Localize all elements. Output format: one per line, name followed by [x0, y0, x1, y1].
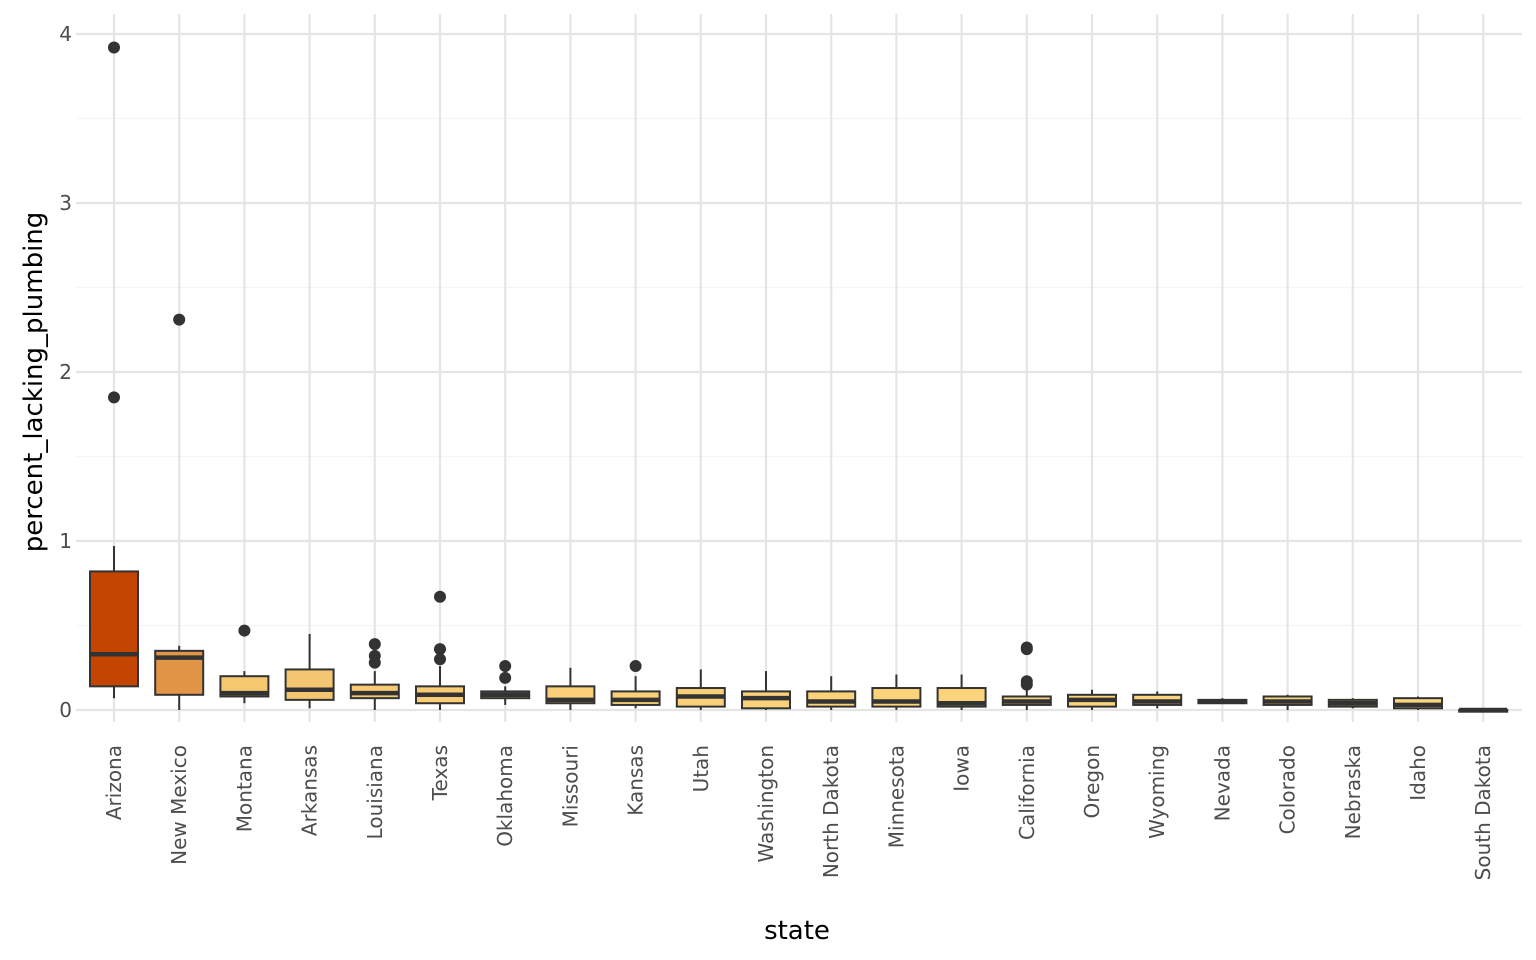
outlier-point: [434, 590, 446, 603]
box-oklahoma: [480, 660, 531, 705]
box-nebraska: [1327, 698, 1378, 709]
box-south-dakota: [1458, 707, 1509, 713]
outlier-point: [499, 671, 512, 684]
x-tick-label: Louisiana: [363, 745, 387, 839]
outlier-point: [108, 391, 120, 404]
y-tick-label: 3: [59, 191, 72, 215]
x-tick-label: California: [1015, 745, 1039, 840]
x-tick-label: Wyoming: [1145, 745, 1169, 839]
box-minnesota: [871, 674, 922, 710]
x-tick-label: Minnesota: [884, 745, 908, 848]
box-iqr: [806, 690, 857, 708]
x-tick-label: Colorado: [1276, 745, 1300, 834]
box-new-mexico: [154, 313, 205, 710]
box-wyoming: [1132, 691, 1183, 709]
outlier-point: [434, 653, 446, 666]
box-missouri: [545, 667, 596, 710]
y-tick-label: 4: [59, 22, 72, 46]
outlier-point: [368, 649, 381, 662]
x-tick-label: Utah: [689, 745, 713, 792]
y-tick-label: 1: [59, 529, 72, 553]
outlier-point: [1020, 641, 1033, 654]
box-montana: [219, 624, 270, 704]
box-washington: [741, 671, 791, 710]
x-tick-label: Nevada: [1210, 745, 1234, 821]
box-arizona: [89, 41, 139, 699]
box-north-dakota: [806, 676, 857, 710]
box-texas: [415, 590, 465, 710]
x-tick-label: Washington: [754, 745, 778, 863]
x-tick-label: North Dakota: [819, 745, 843, 878]
x-tick-label: Montana: [232, 745, 256, 832]
x-tick-label: Missouri: [558, 745, 582, 827]
x-tick-label: Kansas: [624, 745, 648, 816]
x-tick-label: Nebraska: [1341, 745, 1365, 839]
boxes: [89, 41, 1509, 713]
box-iqr: [89, 570, 139, 688]
box-colorado: [1262, 694, 1313, 710]
x-tick-label: Oklahoma: [493, 745, 517, 847]
x-tick-label: Idaho: [1406, 745, 1430, 801]
x-axis-title: state: [764, 916, 830, 946]
x-tick-label: New Mexico: [167, 745, 191, 865]
outlier-point: [368, 638, 381, 651]
outlier-point: [173, 313, 186, 326]
x-tick-label: Iowa: [950, 745, 974, 792]
box-utah: [675, 669, 726, 710]
y-axis-title: percent_lacking_plumbing: [19, 212, 49, 553]
x-tick-label: Oregon: [1080, 745, 1104, 818]
outlier-point: [499, 660, 512, 673]
gridlines: [76, 14, 1522, 722]
outlier-point: [238, 624, 251, 637]
outlier-point: [108, 41, 120, 54]
y-tick-label: 2: [59, 360, 72, 384]
x-axis-tick-labels: Arizona New Mexico Montana Arkansas Louisian…: [102, 745, 1495, 880]
box-iqr: [871, 687, 922, 708]
x-tick-label: Arkansas: [298, 745, 322, 836]
box-idaho: [1393, 696, 1443, 710]
box-california: [1001, 641, 1052, 710]
box-nevada: [1197, 698, 1248, 705]
y-tick-label: 0: [59, 698, 72, 722]
outlier-point: [629, 660, 642, 673]
x-tick-label: Texas: [428, 745, 452, 801]
outlier-point: [434, 643, 446, 656]
box-arkansas: [284, 633, 335, 709]
box-iqr: [284, 668, 335, 701]
box-louisiana: [349, 638, 400, 710]
x-tick-label: Arizona: [102, 745, 126, 820]
box-iowa: [936, 674, 987, 710]
x-tick-label: South Dakota: [1471, 745, 1495, 880]
box-oregon: [1067, 689, 1117, 710]
outlier-point: [1020, 675, 1033, 688]
box-kansas: [610, 660, 661, 709]
y-axis-tick-labels: 0 1 2 3 4: [59, 22, 72, 722]
